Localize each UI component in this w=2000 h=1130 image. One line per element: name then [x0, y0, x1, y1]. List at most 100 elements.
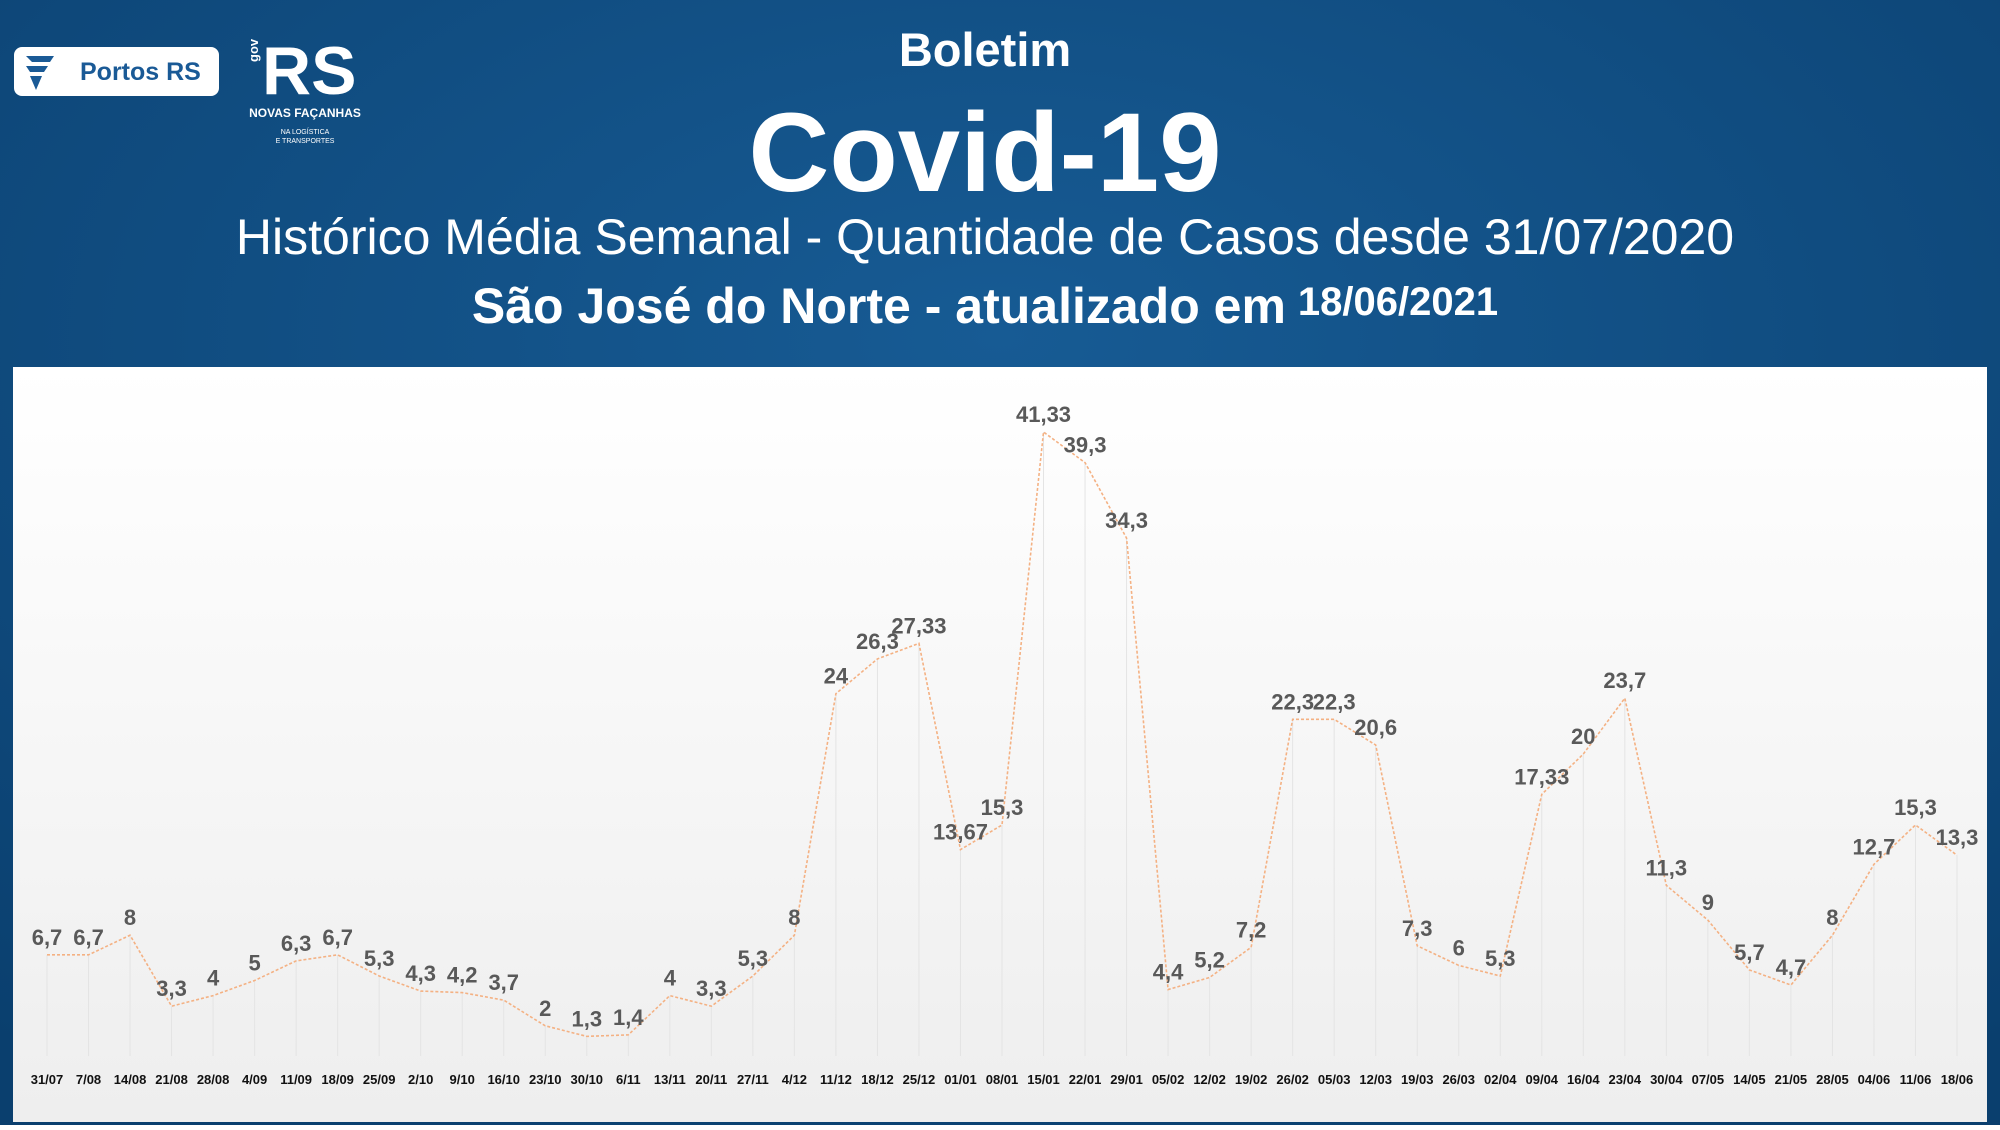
- x-tick-label: 19/02: [1235, 1072, 1268, 1087]
- data-label: 22,3: [1271, 689, 1314, 714]
- x-tick-label: 29/01: [1110, 1072, 1143, 1087]
- x-tick-label: 19/03: [1401, 1072, 1434, 1087]
- data-label: 8: [788, 905, 800, 930]
- x-tick-label: 27/11: [737, 1072, 769, 1087]
- x-tick-label: 21/05: [1775, 1072, 1808, 1087]
- data-label: 27,33: [891, 613, 946, 638]
- x-tick-label: 16/04: [1567, 1072, 1600, 1087]
- data-label: 4,2: [447, 963, 478, 988]
- portos-logo: [14, 47, 219, 96]
- x-tick-label: 25/12: [903, 1072, 936, 1087]
- x-tick-label: 6/11: [616, 1072, 641, 1087]
- data-label: 34,3: [1105, 508, 1148, 533]
- x-tick-label: 05/02: [1152, 1072, 1185, 1087]
- x-tick-label: 11/09: [280, 1072, 312, 1087]
- data-label: 24: [824, 664, 849, 689]
- x-tick-label: 4/09: [242, 1072, 267, 1087]
- data-label: 9: [1702, 890, 1714, 915]
- x-tick-label: 02/04: [1484, 1072, 1517, 1087]
- x-tick-label: 11/12: [820, 1072, 852, 1087]
- data-label: 1,4: [613, 1005, 644, 1030]
- x-tick-label: 25/09: [363, 1072, 396, 1087]
- data-label: 13,3: [1936, 825, 1979, 850]
- portos-icon: [26, 56, 54, 90]
- data-label: 7,2: [1236, 917, 1267, 942]
- x-tick-label: 14/08: [114, 1072, 147, 1087]
- motto: NOVAS FAÇANHAS: [249, 106, 361, 120]
- x-tick-label: 9/10: [450, 1072, 475, 1087]
- data-label: 5,3: [364, 946, 395, 971]
- x-tick-label: 2/10: [408, 1072, 433, 1087]
- rs-logo: RS: [262, 33, 356, 109]
- data-label: 22,3: [1313, 689, 1356, 714]
- data-label: 5: [248, 951, 260, 976]
- x-tick-label: 12/02: [1193, 1072, 1226, 1087]
- data-label: 15,3: [981, 795, 1024, 820]
- x-tick-label: 26/03: [1442, 1072, 1475, 1087]
- x-tick-label: 22/01: [1069, 1072, 1102, 1087]
- data-label: 4: [664, 966, 677, 991]
- data-label: 4: [207, 966, 220, 991]
- x-tick-label: 07/05: [1692, 1072, 1725, 1087]
- kicker: Boletim: [899, 23, 1071, 76]
- x-tick-label: 28/08: [197, 1072, 230, 1087]
- data-label: 7,3: [1402, 916, 1433, 941]
- series-line: [47, 430, 1958, 1038]
- x-tick-label: 18/06: [1941, 1072, 1974, 1087]
- data-label: 23,7: [1603, 668, 1646, 693]
- x-tick-label: 12/03: [1359, 1072, 1392, 1087]
- data-label: 20: [1571, 724, 1595, 749]
- x-tick-label: 7/08: [76, 1072, 101, 1087]
- motto-sub: E TRANSPORTES: [276, 138, 335, 145]
- x-tick-label: 23/04: [1609, 1072, 1642, 1087]
- place-line: São José do Norte - atualizado em 18/06/2…: [472, 278, 1498, 334]
- data-label: 6: [1453, 935, 1465, 960]
- title: Covid-19: [749, 90, 1222, 215]
- data-label: 4,3: [405, 961, 436, 986]
- data-label: 3,3: [696, 976, 727, 1001]
- x-tick-label: 28/05: [1816, 1072, 1849, 1087]
- x-tick-label: 4/12: [782, 1072, 807, 1087]
- data-label: 3,3: [156, 976, 187, 1001]
- data-label: 8: [124, 905, 136, 930]
- x-tick-label: 31/07: [31, 1072, 64, 1087]
- data-label: 6,7: [322, 925, 353, 950]
- x-tick-label: 30/10: [571, 1072, 604, 1087]
- x-tick-label: 23/10: [529, 1072, 562, 1087]
- x-tick-label: 16/10: [487, 1072, 520, 1087]
- data-label: 4,7: [1776, 955, 1807, 980]
- x-tick-label: 26/02: [1276, 1072, 1309, 1087]
- x-tick-label: 04/06: [1858, 1072, 1891, 1087]
- x-tick-label: 11/06: [1900, 1072, 1932, 1087]
- x-tick-label: 13/11: [654, 1072, 686, 1087]
- data-label: 8: [1826, 905, 1838, 930]
- data-label: 13,67: [933, 820, 988, 845]
- data-label: 39,3: [1064, 433, 1107, 458]
- data-label: 6,3: [281, 931, 312, 956]
- x-tick-label: 05/03: [1318, 1072, 1351, 1087]
- motto-sub: NA LOGÍSTICA: [281, 127, 330, 136]
- x-tick-label: 18/09: [321, 1072, 354, 1087]
- data-label: 41,33: [1016, 402, 1071, 427]
- data-label: 6,7: [73, 925, 104, 950]
- data-label: 15,3: [1894, 795, 1937, 820]
- x-tick-label: 08/01: [986, 1072, 1019, 1087]
- data-label: 1,3: [571, 1006, 602, 1031]
- data-label: 4,4: [1153, 960, 1184, 985]
- data-label: 26,3: [856, 629, 899, 654]
- plot-area: [13, 367, 1987, 1122]
- x-tick-label: 09/04: [1526, 1072, 1559, 1087]
- x-tick-label: 01/01: [944, 1072, 977, 1087]
- x-tick-label: 14/05: [1733, 1072, 1766, 1087]
- data-label: 5,7: [1734, 940, 1765, 965]
- data-label: 5,2: [1194, 947, 1225, 972]
- subtitle: Histórico Média Semanal - Quantidade de …: [236, 209, 1734, 265]
- gov-text: gov: [246, 38, 261, 62]
- x-tick-label: 30/04: [1650, 1072, 1683, 1087]
- portos-text: Portos RS: [80, 58, 201, 86]
- x-tick-label: 21/08: [155, 1072, 188, 1087]
- data-label: 12,7: [1853, 834, 1896, 859]
- data-label: 3,7: [488, 970, 519, 995]
- data-label: 2: [539, 996, 551, 1021]
